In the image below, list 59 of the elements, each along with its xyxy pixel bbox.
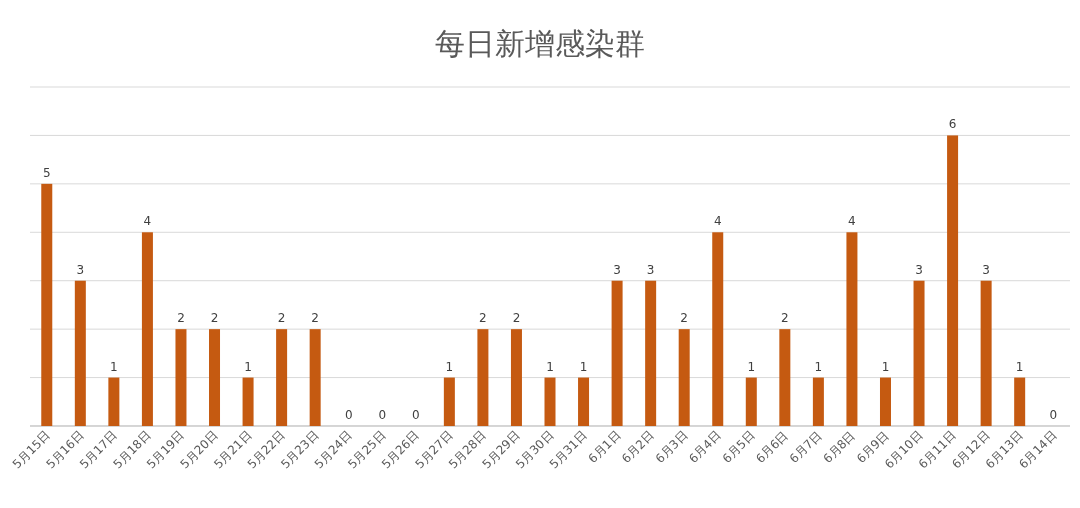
- bar: [980, 280, 992, 426]
- data-label: 3: [915, 262, 923, 277]
- data-label: 4: [713, 214, 722, 229]
- data-label: 1: [546, 359, 554, 374]
- data-label: 1: [110, 359, 118, 374]
- data-label: 1: [579, 359, 588, 374]
- data-label: 2: [177, 311, 185, 326]
- bar: [309, 329, 321, 426]
- bar: [812, 377, 824, 426]
- data-label: 1: [814, 359, 823, 374]
- bar: [947, 135, 959, 426]
- bar: [745, 377, 757, 426]
- data-label: 5: [42, 165, 51, 180]
- bar: [41, 183, 53, 426]
- bar: [712, 232, 724, 426]
- data-label: 1: [445, 359, 454, 374]
- bar: [779, 329, 791, 426]
- data-label: 3: [613, 262, 621, 277]
- data-label: 4: [848, 214, 856, 229]
- bar: [611, 280, 623, 426]
- data-label: 6: [948, 117, 957, 132]
- bar: [276, 329, 288, 426]
- data-label: 2: [311, 311, 319, 326]
- bar: [510, 329, 522, 426]
- data-label: 2: [210, 311, 219, 326]
- bar: [578, 377, 590, 426]
- data-label: 3: [76, 262, 85, 277]
- bar: [108, 377, 120, 426]
- bar: [879, 377, 891, 426]
- data-label: 2: [512, 311, 521, 326]
- chart-title: 每日新增感染群: [435, 26, 645, 61]
- data-label: 2: [781, 311, 789, 326]
- bar: [544, 377, 556, 426]
- bar: [1014, 377, 1026, 426]
- bar: [846, 232, 858, 426]
- data-label: 2: [479, 311, 487, 326]
- bar: [443, 377, 455, 426]
- data-label: 0: [344, 408, 353, 422]
- data-label: 2: [277, 311, 286, 326]
- bar: [242, 377, 254, 426]
- data-label: 4: [143, 214, 152, 229]
- data-label: 1: [747, 359, 756, 374]
- data-label: 0: [411, 408, 420, 422]
- bar: [209, 329, 221, 426]
- data-label: 2: [680, 311, 689, 326]
- data-label: 1: [244, 359, 252, 374]
- bar: [645, 280, 657, 426]
- data-label: 0: [378, 408, 387, 422]
- data-label: 0: [1049, 408, 1058, 422]
- data-label: 1: [1015, 359, 1024, 374]
- data-label: 3: [646, 262, 655, 277]
- bar: [913, 280, 925, 426]
- bar: [74, 280, 86, 426]
- bar: [678, 329, 690, 426]
- bar: [141, 232, 153, 426]
- data-label: 3: [982, 262, 990, 277]
- data-label: 1: [881, 359, 890, 374]
- bar: [477, 329, 489, 426]
- bar: [175, 329, 187, 426]
